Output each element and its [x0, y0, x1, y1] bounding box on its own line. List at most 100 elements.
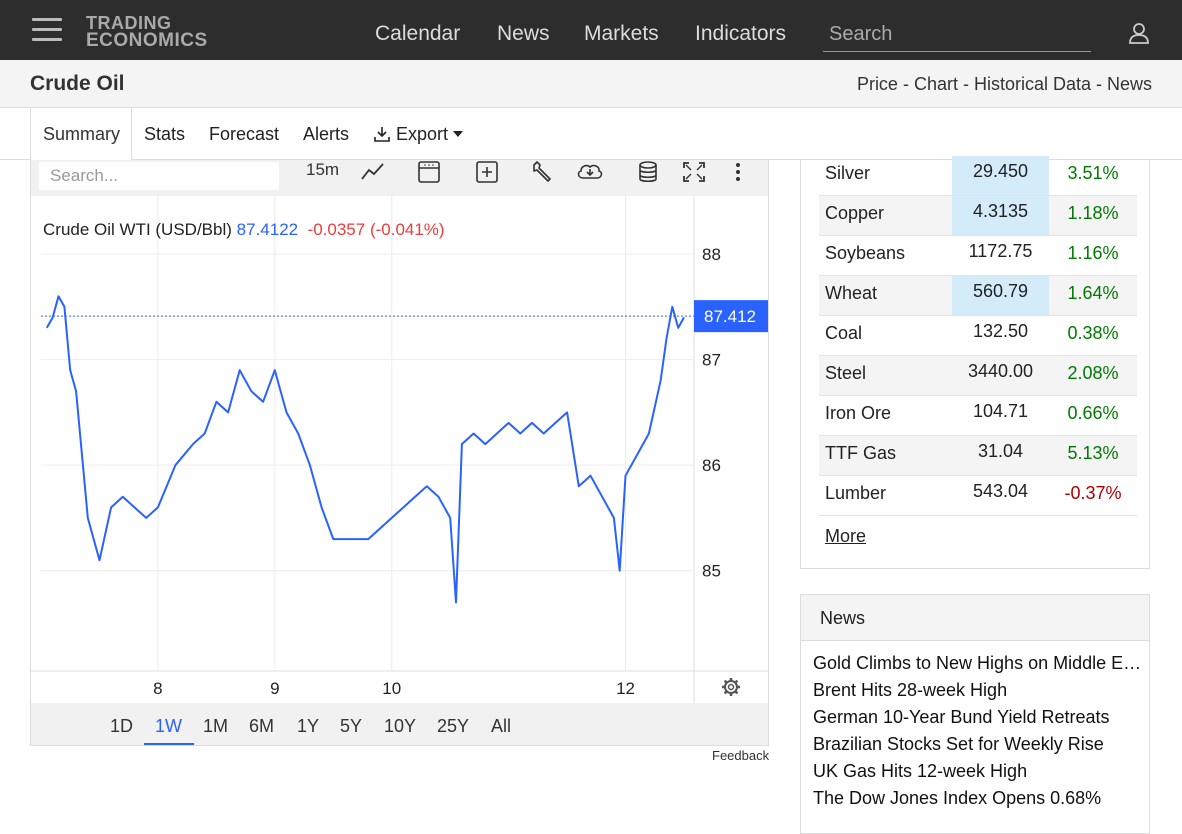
download-cloud-icon[interactable]	[576, 160, 604, 184]
add-comparison-icon[interactable]	[476, 160, 498, 184]
news-item[interactable]: German 10-Year Bund Yield Retreats	[813, 707, 1110, 727]
calendar-icon[interactable]	[418, 160, 440, 184]
more-vertical-icon[interactable]	[734, 160, 742, 184]
table-row[interactable]: Iron Ore 104.71 0.66%	[819, 396, 1137, 436]
commodity-pct: 1.16%	[1067, 243, 1119, 263]
commodity-price: 31.04	[977, 441, 1024, 461]
commodity-pct: -0.37%	[1064, 483, 1122, 503]
news-item[interactable]: UK Gas Hits 12-week High	[813, 761, 1028, 781]
commodity-name: Soybeans	[825, 243, 906, 263]
logo-line1: TRADING	[86, 13, 172, 33]
more-commodities-link[interactable]: More	[825, 526, 867, 546]
y-tick-label: 87	[702, 351, 721, 370]
range-selector: 1D 1W 1M 6M 1Y 5Y 10Y 25Y All	[31, 703, 768, 745]
commodity-price: 29.450	[952, 156, 1049, 195]
table-row[interactable]: Wheat 560.79 1.64%	[819, 276, 1137, 316]
tab-export-label: Export	[396, 124, 449, 144]
range-5y[interactable]: 5Y	[340, 716, 363, 736]
chart-panel: 15m 88 87 86 85 8 9 10	[30, 160, 769, 746]
tab-stats[interactable]: Stats	[144, 124, 186, 144]
table-row[interactable]: Coal 132.50 0.38%	[819, 316, 1137, 356]
commodity-name: Iron Ore	[825, 403, 892, 423]
range-all[interactable]: All	[491, 716, 512, 736]
user-account-icon[interactable]	[1128, 22, 1150, 44]
settings-gear-icon[interactable]	[722, 678, 740, 696]
site-search-input[interactable]	[823, 18, 1091, 52]
commodity-price: 132.50	[972, 321, 1029, 341]
last-price-badge	[694, 300, 768, 333]
news-item[interactable]: Brent Hits 28-week High	[813, 680, 1008, 700]
feedback-link[interactable]: Feedback	[712, 748, 770, 763]
commodity-price: 1172.75	[968, 241, 1033, 261]
range-1m[interactable]: 1M	[203, 716, 229, 736]
legend-symbol: Crude Oil WTI (USD/Bbl)	[43, 220, 232, 239]
commodity-name: Silver	[825, 163, 871, 183]
news-item[interactable]: Gold Climbs to New Highs on Middle East …	[813, 653, 1149, 673]
tab-export[interactable]: Export	[361, 108, 475, 160]
wrench-icon[interactable]	[531, 160, 553, 184]
hamburger-menu-icon[interactable]	[32, 18, 62, 42]
y-tick-label: 88	[702, 245, 721, 264]
commodity-name: TTF Gas	[825, 443, 896, 463]
nav-markets[interactable]: Markets	[584, 22, 659, 45]
news-header: News	[801, 595, 1149, 641]
site-logo[interactable]: TRADING ECONOMICS	[86, 13, 208, 51]
range-6m[interactable]: 6M	[249, 716, 275, 736]
nav-calendar[interactable]: Calendar	[375, 22, 461, 45]
x-tick-label: 10	[382, 679, 401, 698]
legend-last-price: 87.4122	[236, 220, 299, 239]
commodity-price: 4.3135	[952, 196, 1049, 235]
title-bar: Crude Oil Price - Chart - Historical Dat…	[0, 60, 1182, 108]
breadcrumb[interactable]: Price - Chart - Historical Data - News	[856, 74, 1152, 94]
table-row[interactable]: Copper 4.3135 1.18%	[819, 196, 1137, 236]
tab-summary[interactable]: Summary	[30, 108, 132, 160]
logo-line2: ECONOMICS	[86, 30, 208, 51]
commodity-pct: 1.18%	[1067, 203, 1119, 223]
line-chart-icon[interactable]	[360, 160, 386, 184]
commodity-pct: 2.08%	[1067, 363, 1119, 383]
commodity-name: Wheat	[825, 283, 878, 303]
y-tick-label: 86	[702, 456, 721, 475]
database-icon[interactable]	[638, 160, 658, 184]
x-tick-label: 8	[153, 679, 162, 698]
commodity-price: 560.79	[952, 276, 1049, 315]
range-25y[interactable]: 25Y	[437, 716, 470, 736]
chart-toolbar: 15m	[31, 160, 768, 196]
price-chart[interactable]: 88 87 86 85 8 9 10 12 87.412	[31, 196, 768, 703]
commodity-name: Steel	[825, 363, 867, 383]
table-row[interactable]: TTF Gas 31.04 5.13%	[819, 436, 1137, 476]
nav-indicators[interactable]: Indicators	[695, 22, 787, 45]
last-price-badge-label: 87.412	[704, 307, 756, 326]
chart-symbol-search-input[interactable]	[39, 162, 279, 190]
range-10y[interactable]: 10Y	[384, 716, 417, 736]
legend-change: -0.0357 (-0.041%)	[307, 220, 445, 239]
active-range-underline	[144, 743, 194, 745]
download-icon	[374, 127, 390, 142]
commodity-name: Coal	[825, 323, 863, 343]
page-title: Crude Oil	[30, 72, 125, 95]
table-row[interactable]: Steel 3440.00 2.08%	[819, 356, 1137, 396]
nav-news[interactable]: News	[497, 22, 550, 45]
range-1w[interactable]: 1W	[155, 716, 182, 736]
tab-alerts[interactable]: Alerts	[303, 124, 350, 144]
range-1d[interactable]: 1D	[110, 716, 134, 736]
commodity-pct: 3.51%	[1067, 163, 1119, 183]
range-1y[interactable]: 1Y	[297, 716, 320, 736]
section-tabs: Summary Stats Forecast Alerts Export	[0, 108, 1182, 160]
table-row[interactable]: Lumber 543.04 -0.37%	[819, 476, 1137, 516]
commodity-price: 543.04	[972, 481, 1029, 501]
news-item[interactable]: Brazilian Stocks Set for Weekly Rise	[813, 734, 1104, 754]
price-series-line	[45, 295, 685, 604]
commodity-price: 3440.00	[967, 361, 1034, 381]
table-row[interactable]: Silver 29.450 3.51%	[819, 156, 1137, 196]
tab-forecast[interactable]: Forecast	[209, 124, 280, 144]
fullscreen-icon[interactable]	[683, 160, 705, 184]
commodity-pct: 0.66%	[1067, 403, 1119, 423]
commodity-name: Copper	[825, 203, 885, 223]
y-tick-label: 85	[702, 562, 721, 581]
table-row[interactable]: Soybeans 1172.75 1.16%	[819, 236, 1137, 276]
news-item[interactable]: The Dow Jones Index Opens 0.68%	[813, 788, 1102, 808]
chart-legend: Crude Oil WTI (USD/Bbl) 87.4122 -0.0357 …	[43, 220, 445, 240]
interval-selector[interactable]: 15m	[306, 160, 340, 179]
x-tick-label: 12	[616, 679, 635, 698]
